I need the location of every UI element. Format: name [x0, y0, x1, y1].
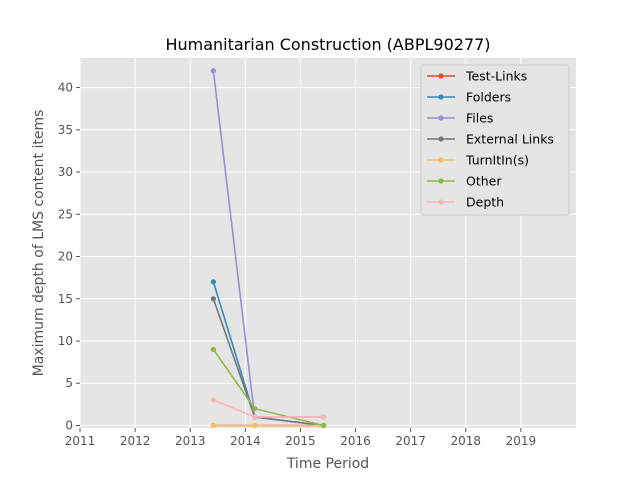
x-tick-label: 2019 [506, 434, 537, 448]
legend-marker-turnitin-s [438, 157, 444, 163]
x-tick-label: 2013 [175, 434, 206, 448]
data-point-folders [210, 279, 216, 285]
legend-marker-test-links [438, 73, 444, 79]
y-tick-label: 15 [58, 292, 73, 306]
y-tick-label: 40 [58, 81, 73, 95]
x-tick-label: 2014 [230, 434, 261, 448]
legend-label-other: Other [466, 174, 502, 189]
legend-box [420, 64, 570, 216]
legend-label-folders: Folders [466, 90, 511, 105]
data-point-other [210, 346, 216, 353]
data-point-turnitin-s [210, 422, 216, 429]
data-point-other [252, 405, 258, 412]
x-tick-label: 2017 [395, 434, 426, 448]
x-tick-label: 2011 [65, 434, 96, 448]
chart-title: Humanitarian Construction (ABPL90277) [165, 35, 490, 54]
y-tick-label: 35 [58, 123, 73, 137]
series-group [210, 68, 327, 429]
x-tick-label: 2018 [451, 434, 482, 448]
y-axis-label: Maximum depth of LMS content items [31, 110, 47, 377]
legend: Test-Links Folders Files External Links Turn… [420, 64, 570, 216]
x-axis-ticks: 2011 2012 2013 2014 2015 2016 2017 2018 2019 [65, 428, 536, 448]
data-point-depth [252, 414, 258, 420]
legend-marker-depth [438, 199, 444, 205]
legend-label-external-links: External Links [466, 132, 554, 147]
y-axis-ticks: 0 5 10 15 20 25 30 35 40 [58, 81, 80, 432]
legend-marker-external-links [438, 136, 444, 142]
legend-marker-other [438, 178, 444, 184]
data-point-turnitin-s [252, 422, 258, 429]
data-point-depth [320, 414, 327, 420]
y-tick-label: 5 [65, 376, 73, 390]
legend-label-turnitin-s: TurnItIn(s) [465, 153, 529, 168]
x-tick-label: 2015 [285, 434, 316, 448]
x-tick-label: 2012 [120, 434, 151, 448]
legend-label-files: Files [466, 111, 493, 126]
y-tick-label: 0 [65, 418, 73, 432]
y-tick-label: 30 [58, 165, 73, 179]
y-tick-label: 10 [58, 334, 73, 348]
legend-marker-folders [438, 94, 444, 100]
legend-marker-files [438, 115, 444, 121]
legend-label-test-links: Test-Links [465, 69, 527, 84]
y-tick-label: 20 [58, 250, 73, 264]
data-point-depth [210, 397, 216, 403]
legend-label-depth: Depth [466, 195, 504, 210]
data-point-other [320, 422, 327, 429]
x-tick-label: 2016 [340, 434, 371, 448]
data-point-external-links [210, 296, 216, 302]
y-tick-label: 25 [58, 207, 73, 221]
data-point-files [210, 68, 216, 74]
x-axis-label: Time Period [286, 456, 369, 472]
